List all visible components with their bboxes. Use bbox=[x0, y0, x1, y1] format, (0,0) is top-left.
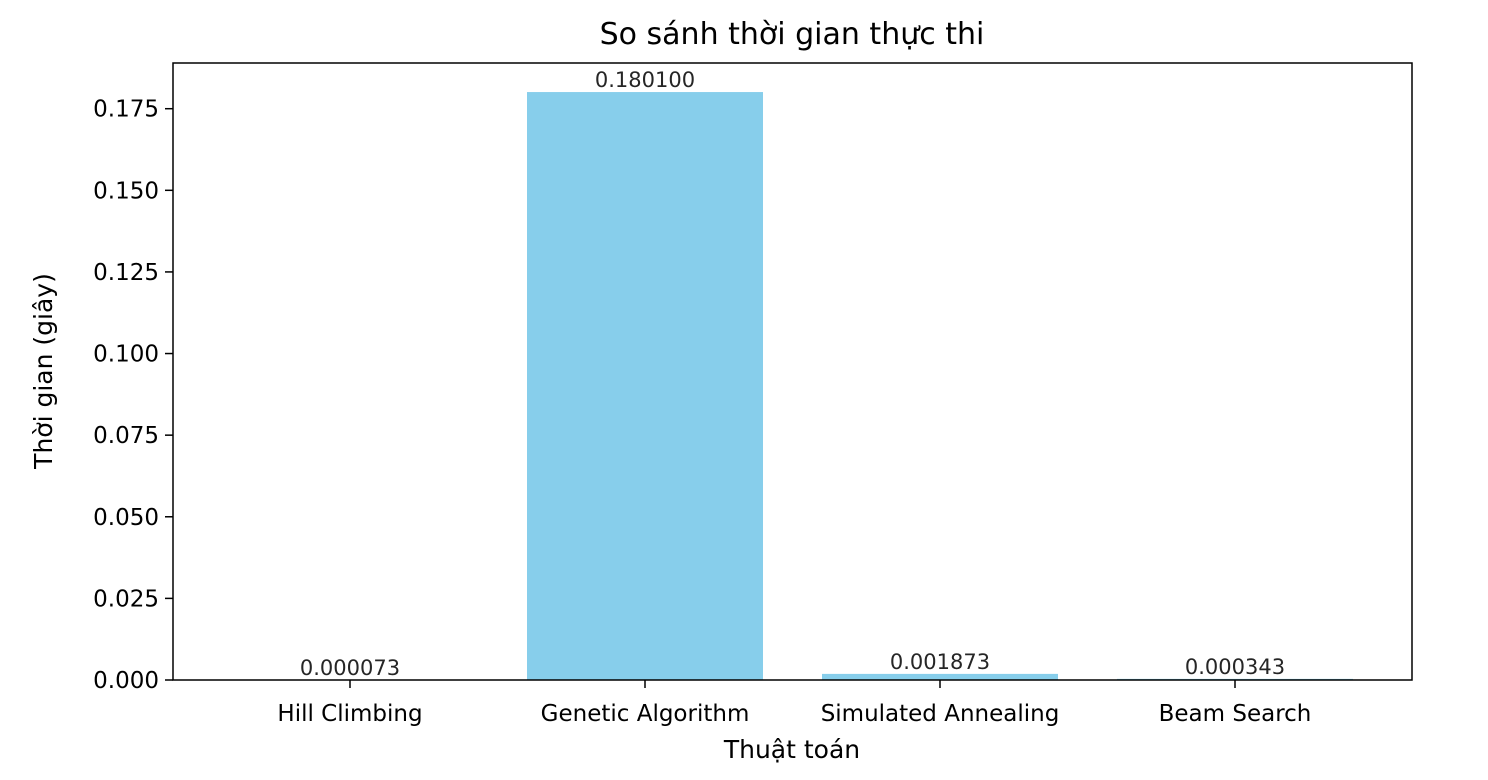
plot-frame bbox=[172, 62, 1413, 681]
y-tick-label: 0.100 bbox=[93, 342, 159, 368]
x-tick-label: Simulated Annealing bbox=[821, 701, 1060, 727]
bar-simulated-annealing bbox=[822, 673, 1058, 680]
ticks-layer: 0.000 0.025 0.050 0.075 0.100 0.125 0.150 0.175… bbox=[93, 97, 1311, 727]
x-tick-label: Hill Climbing bbox=[277, 701, 422, 727]
x-axis-label: Thuật toán bbox=[723, 735, 860, 764]
bars-layer bbox=[232, 92, 1353, 681]
y-tick-label: 0.025 bbox=[93, 586, 159, 612]
y-tick-label: 0.050 bbox=[93, 505, 159, 531]
data-label: 0.180100 bbox=[595, 68, 695, 92]
data-labels-layer: 0.000073 0.180100 0.001873 0.000343 bbox=[300, 68, 1285, 680]
x-tick-label: Beam Search bbox=[1159, 701, 1312, 727]
x-tick-label: Genetic Algorithm bbox=[541, 701, 750, 727]
chart-title: So sánh thời gian thực thi bbox=[600, 17, 985, 52]
data-label: 0.000073 bbox=[300, 656, 400, 680]
y-tick-label: 0.125 bbox=[93, 260, 159, 286]
y-tick-label: 0.075 bbox=[93, 423, 159, 449]
y-tick-label: 0.000 bbox=[93, 668, 159, 694]
y-axis-label: Thời gian (giây) bbox=[29, 273, 58, 470]
data-label: 0.000343 bbox=[1185, 655, 1285, 679]
y-tick-label: 0.150 bbox=[93, 178, 159, 204]
data-label: 0.001873 bbox=[890, 650, 990, 674]
bar-genetic-algorithm bbox=[527, 92, 763, 680]
y-tick-label: 0.175 bbox=[93, 97, 159, 123]
